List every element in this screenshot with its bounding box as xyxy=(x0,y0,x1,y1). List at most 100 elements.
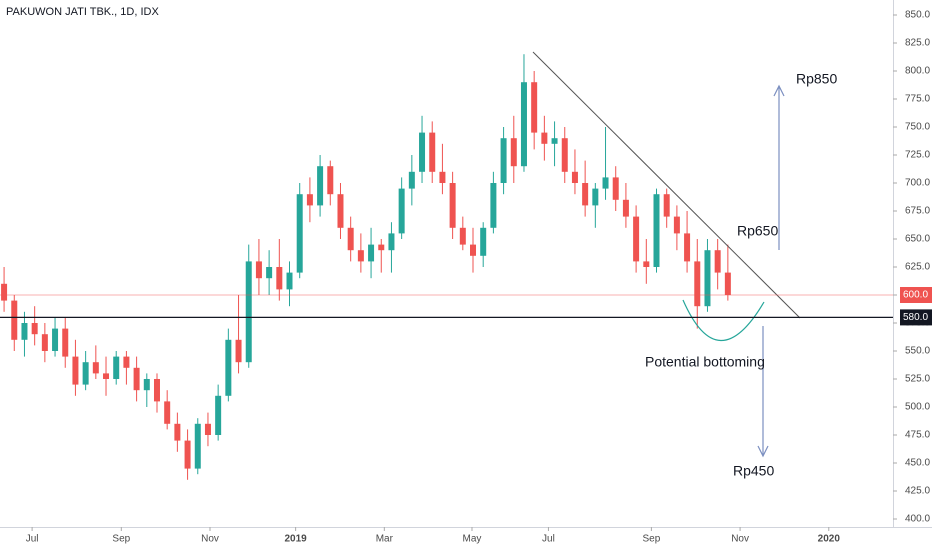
candle-body xyxy=(490,183,497,228)
candle-body xyxy=(470,244,477,256)
price-label: 580.0 xyxy=(903,312,928,323)
candle-body xyxy=(582,183,589,206)
candle-body xyxy=(684,233,691,262)
arrow-head xyxy=(757,445,769,458)
candle-body xyxy=(378,244,385,251)
arrow-head xyxy=(773,84,785,97)
trend-line xyxy=(532,51,801,319)
candle-body xyxy=(31,322,38,335)
x-tick-label: Sep xyxy=(643,534,661,545)
candle-body xyxy=(561,138,568,172)
candle-body xyxy=(714,250,721,273)
candle-body xyxy=(194,423,201,469)
price-label-box xyxy=(900,286,932,303)
candle-body xyxy=(306,194,313,206)
candle-body xyxy=(41,334,48,351)
plot-area xyxy=(1,54,731,480)
y-tick-label: 400.0 xyxy=(905,514,930,525)
candle-body xyxy=(92,362,99,374)
candle-body xyxy=(347,227,354,251)
candle-body xyxy=(602,177,609,189)
candle-body xyxy=(266,267,273,279)
candle-body xyxy=(408,171,415,189)
price-label-box xyxy=(900,309,932,326)
y-tick-label: 650.0 xyxy=(905,234,930,245)
y-tick-label: 475.0 xyxy=(905,430,930,441)
x-tick-label: Sep xyxy=(112,534,130,545)
x-tick-label: Nov xyxy=(201,534,219,545)
candle-body xyxy=(123,356,130,368)
candle-body xyxy=(633,216,640,262)
x-tick-label: 2020 xyxy=(818,534,841,545)
y-tick-label: 750.0 xyxy=(905,122,930,133)
candle-body xyxy=(612,177,619,200)
candle-body xyxy=(255,261,262,279)
candle-body xyxy=(439,171,446,184)
y-tick-label: 850.0 xyxy=(905,10,930,21)
candle-body xyxy=(571,171,578,184)
x-tick-label: Jul xyxy=(542,534,555,545)
candle-body xyxy=(449,183,456,228)
y-tick-label: 825.0 xyxy=(905,38,930,49)
candle-body xyxy=(429,132,436,172)
candle-body xyxy=(551,138,558,144)
candle-body xyxy=(184,440,191,469)
candle-body xyxy=(82,362,89,385)
candle-body xyxy=(11,300,18,340)
y-tick-label: 550.0 xyxy=(905,346,930,357)
candle-body xyxy=(704,250,711,307)
candle-body xyxy=(480,227,487,256)
y-tick-label: 700.0 xyxy=(905,178,930,189)
candle-body xyxy=(225,339,232,396)
candle-body xyxy=(337,194,344,228)
y-tick-label: 775.0 xyxy=(905,94,930,105)
candle-body xyxy=(368,244,375,262)
annotation: Rp450 xyxy=(733,463,774,479)
candle-body xyxy=(643,261,650,267)
y-tick-label: 525.0 xyxy=(905,374,930,385)
candle-body xyxy=(419,132,426,172)
x-tick-label: Mar xyxy=(376,534,394,545)
candle-body xyxy=(1,283,8,301)
x-tick-label: 2019 xyxy=(285,534,308,545)
candle-body xyxy=(541,132,548,144)
candle-body xyxy=(622,199,629,217)
candle-body xyxy=(153,378,160,402)
y-tick-label: 500.0 xyxy=(905,402,930,413)
candle-body xyxy=(510,138,517,167)
candle-body xyxy=(103,373,110,379)
candle-body xyxy=(694,261,701,307)
candle-body xyxy=(113,356,120,379)
candle-body xyxy=(673,216,680,234)
candle-body xyxy=(21,322,28,340)
price-label: 600.0 xyxy=(903,290,928,301)
candle-body xyxy=(204,423,211,435)
y-tick-label: 675.0 xyxy=(905,206,930,217)
candle-body xyxy=(235,339,242,363)
candle-body xyxy=(724,272,731,295)
candle-body xyxy=(276,267,283,290)
chart-title: PAKUWON JATI TBK., 1D, IDX xyxy=(6,6,159,18)
annotation: Rp650 xyxy=(737,223,778,239)
candle-body xyxy=(317,166,324,206)
annotation: Rp850 xyxy=(796,71,837,87)
candle-body xyxy=(296,194,303,273)
candle-body xyxy=(592,188,599,206)
candle-body xyxy=(388,233,395,251)
y-tick-label: 450.0 xyxy=(905,458,930,469)
candle-body xyxy=(286,272,293,290)
x-tick-label: Jul xyxy=(26,534,39,545)
candle-body xyxy=(52,328,59,351)
x-tick-label: May xyxy=(463,534,482,545)
candle-body xyxy=(215,395,222,435)
candle-body xyxy=(459,227,466,245)
candle-body xyxy=(520,82,527,167)
candle-body xyxy=(531,82,538,133)
candle-body xyxy=(663,194,670,217)
y-tick-label: 725.0 xyxy=(905,150,930,161)
candle-body xyxy=(398,188,405,234)
candle-body xyxy=(62,328,69,357)
